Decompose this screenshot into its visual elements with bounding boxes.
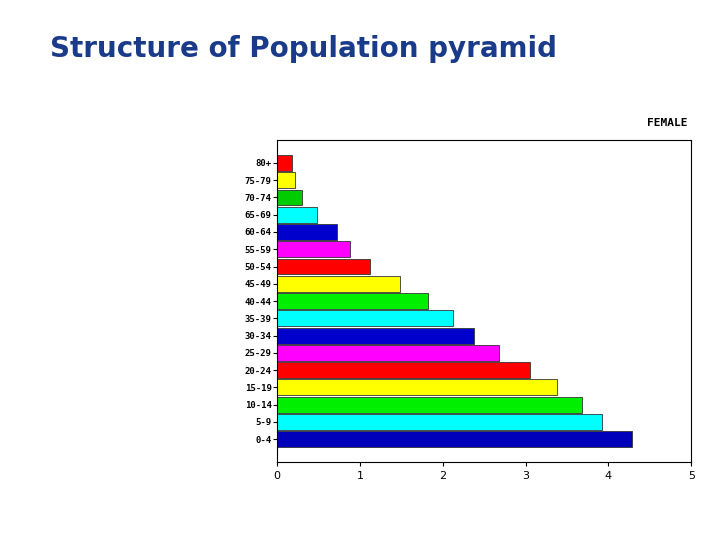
Bar bbox=[277, 259, 370, 274]
Bar bbox=[277, 190, 302, 205]
Bar bbox=[277, 207, 317, 222]
Bar bbox=[277, 241, 350, 257]
Bar bbox=[277, 397, 582, 413]
Bar bbox=[277, 345, 499, 361]
Text: FEMALE: FEMALE bbox=[647, 118, 687, 127]
Bar bbox=[277, 380, 557, 395]
Bar bbox=[277, 362, 530, 378]
Bar bbox=[277, 414, 602, 430]
Text: The right half for females: The right half for females bbox=[179, 461, 541, 485]
Bar bbox=[277, 431, 631, 447]
Bar bbox=[277, 328, 474, 343]
Text: December 8, 2014: December 8, 2014 bbox=[14, 521, 131, 534]
Bar bbox=[277, 293, 428, 309]
Text: Structure of Population pyramid: Structure of Population pyramid bbox=[50, 35, 557, 63]
Bar bbox=[277, 224, 337, 240]
Text: 14: 14 bbox=[690, 521, 706, 534]
Bar bbox=[277, 172, 295, 188]
Bar bbox=[277, 276, 400, 292]
Bar bbox=[277, 310, 453, 326]
Bar bbox=[277, 155, 292, 171]
